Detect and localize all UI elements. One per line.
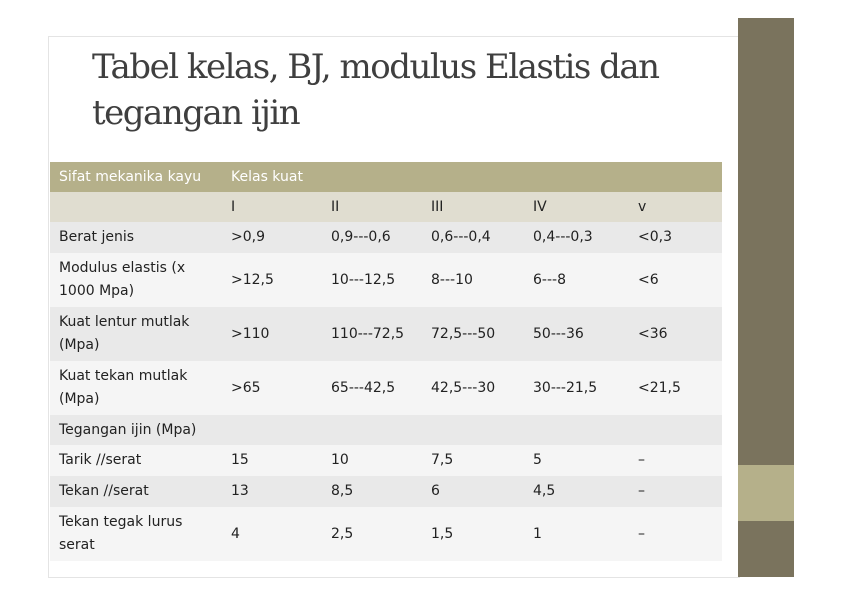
strength-class-table: Sifat mekanika kayu Kelas kuat I II III … [50, 162, 722, 561]
table-cell: >12,5 [222, 253, 322, 307]
row-label: Modulus elastis (x 1000 Mpa) [50, 253, 222, 307]
table-cell: 110---72,5 [322, 307, 422, 361]
table-cell: 4,5 [524, 476, 629, 507]
header-property: Sifat mekanika kayu [50, 162, 222, 192]
table-cell: 72,5---50 [422, 307, 524, 361]
table-cell: – [629, 507, 722, 561]
table-row: Kuat tekan mutlak (Mpa) >65 65---42,5 42… [50, 361, 722, 415]
table-header-row: Sifat mekanika kayu Kelas kuat [50, 162, 722, 192]
row-label: Kuat lentur mutlak (Mpa) [50, 307, 222, 361]
row-label: Tekan tegak lurus serat [50, 507, 222, 561]
decorative-accent-block [738, 465, 794, 521]
row-label: Berat jenis [50, 222, 222, 253]
table-cell: 8---10 [422, 253, 524, 307]
table-cell: 15 [222, 445, 322, 476]
table-cell: 5 [524, 445, 629, 476]
table-cell: <21,5 [629, 361, 722, 415]
table-cell: 6 [422, 476, 524, 507]
table-cell: 0,6---0,4 [422, 222, 524, 253]
class-label: I [222, 192, 322, 222]
table-cell: 4 [222, 507, 322, 561]
table-cell: 8,5 [322, 476, 422, 507]
title-line-2: tegangan ijin [92, 93, 301, 133]
row-label: Kuat tekan mutlak (Mpa) [50, 361, 222, 415]
table-cell: 7,5 [422, 445, 524, 476]
table-cell: 2,5 [322, 507, 422, 561]
header-strength-class: Kelas kuat [222, 162, 722, 192]
table-cell: <0,3 [629, 222, 722, 253]
class-label: v [629, 192, 722, 222]
table-cell: – [629, 445, 722, 476]
table-row: Tarik //serat 15 10 7,5 5 – [50, 445, 722, 476]
table-cell: 42,5---30 [422, 361, 524, 415]
table-row: Kuat lentur mutlak (Mpa) >110 110---72,5… [50, 307, 722, 361]
class-subheader-row: I II III IV v [50, 192, 722, 222]
table-cell: 13 [222, 476, 322, 507]
table-cell: <36 [629, 307, 722, 361]
table-cell: 50---36 [524, 307, 629, 361]
table-cell: 1,5 [422, 507, 524, 561]
table-group-row: Tegangan ijin (Mpa) [50, 415, 722, 445]
table-row: Tekan //serat 13 8,5 6 4,5 – [50, 476, 722, 507]
table-cell: 10---12,5 [322, 253, 422, 307]
title-line-1: Tabel kelas, BJ, modulus Elastis dan [92, 47, 660, 87]
table-cell: – [629, 476, 722, 507]
class-label: IV [524, 192, 629, 222]
table-row: Berat jenis >0,9 0,9---0,6 0,6---0,4 0,4… [50, 222, 722, 253]
table-cell: 6---8 [524, 253, 629, 307]
header-empty-cell [50, 192, 222, 222]
slide-title: Tabel kelas, BJ, modulus Elastis dan teg… [92, 44, 712, 136]
row-label: Tekan //serat [50, 476, 222, 507]
table-cell: 65---42,5 [322, 361, 422, 415]
table-cell: <6 [629, 253, 722, 307]
table-cell: >0,9 [222, 222, 322, 253]
table-row: Tekan tegak lurus serat 4 2,5 1,5 1 – [50, 507, 722, 561]
group-label: Tegangan ijin (Mpa) [50, 415, 722, 445]
table-cell: 0,9---0,6 [322, 222, 422, 253]
table-cell: 0,4---0,3 [524, 222, 629, 253]
table-cell: >65 [222, 361, 322, 415]
table-row: Modulus elastis (x 1000 Mpa) >12,5 10---… [50, 253, 722, 307]
class-label: III [422, 192, 524, 222]
class-label: II [322, 192, 422, 222]
table-cell: >110 [222, 307, 322, 361]
table-cell: 10 [322, 445, 422, 476]
row-label: Tarik //serat [50, 445, 222, 476]
table-cell: 30---21,5 [524, 361, 629, 415]
table-cell: 1 [524, 507, 629, 561]
